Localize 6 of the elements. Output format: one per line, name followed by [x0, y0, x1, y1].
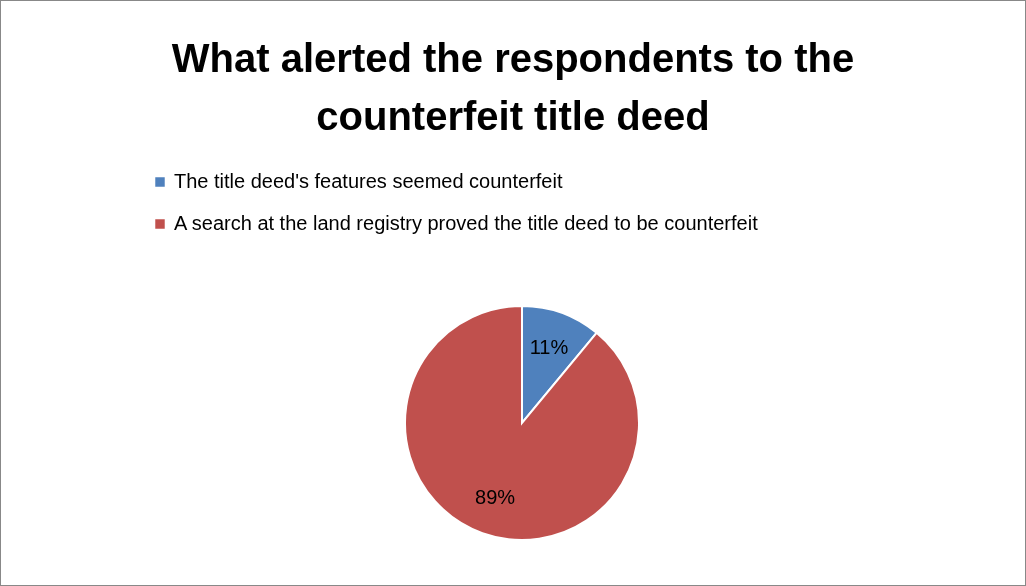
- chart-title: What alerted the respondents to the counterfeit title deed: [171, 36, 855, 138]
- legend-label: The title deed's features seemed counterfeit: [174, 170, 563, 192]
- data-label: 11%: [529, 336, 569, 359]
- data-label: 89%: [475, 485, 516, 508]
- legend-label: A search at the land registry proved the title deed to be counterfeit: [174, 212, 759, 234]
- pie-slice: [404, 305, 640, 541]
